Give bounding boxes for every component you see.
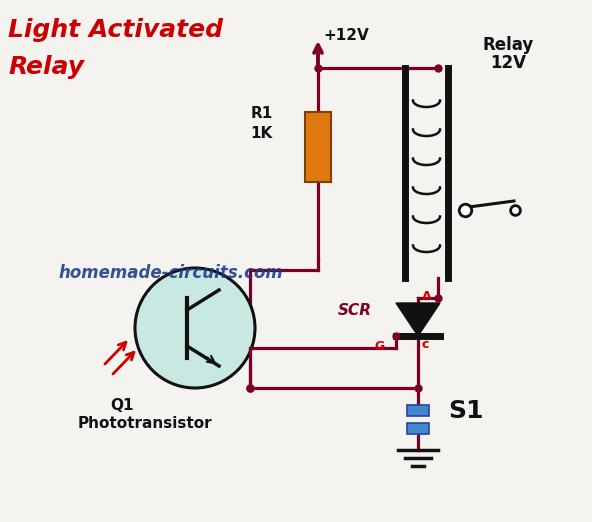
FancyBboxPatch shape — [407, 405, 429, 416]
Text: Light Activated: Light Activated — [8, 18, 223, 42]
Text: 12V: 12V — [490, 54, 526, 72]
Text: SCR: SCR — [338, 303, 372, 318]
Text: Q1: Q1 — [110, 398, 134, 413]
Polygon shape — [396, 303, 440, 336]
Text: 1K: 1K — [251, 126, 273, 141]
FancyBboxPatch shape — [305, 112, 331, 182]
Text: +12V: +12V — [323, 28, 369, 43]
Circle shape — [135, 268, 255, 388]
Text: A: A — [422, 290, 432, 303]
Text: R1: R1 — [251, 106, 273, 121]
Text: homemade-circuits.com: homemade-circuits.com — [58, 264, 283, 282]
Text: S1: S1 — [448, 399, 484, 423]
Text: Relay: Relay — [482, 36, 533, 54]
FancyBboxPatch shape — [407, 423, 429, 434]
Text: G: G — [374, 340, 384, 353]
Text: c: c — [422, 338, 429, 351]
Text: Relay: Relay — [8, 55, 84, 79]
Text: Phototransistor: Phototransistor — [78, 416, 213, 431]
